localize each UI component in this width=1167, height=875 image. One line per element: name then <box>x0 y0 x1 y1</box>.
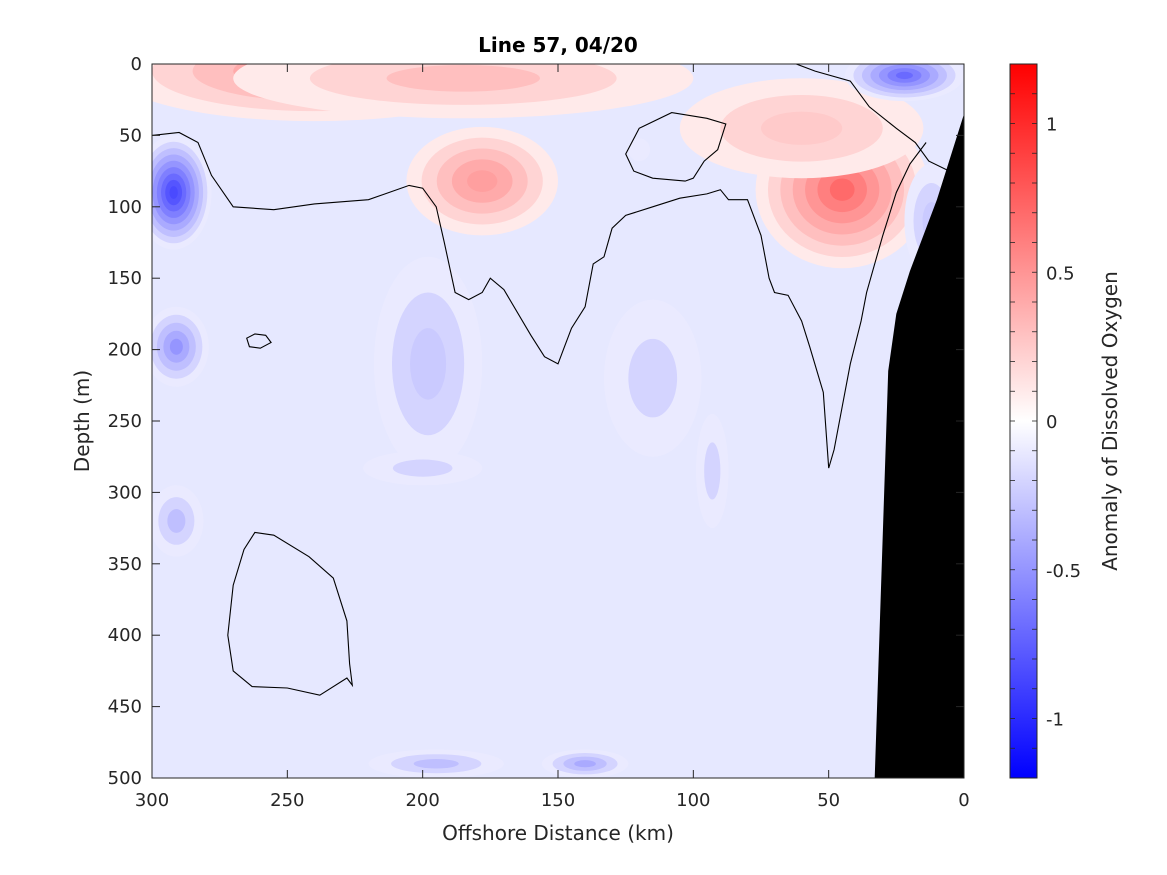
chart-title: Line 57, 04/20 <box>478 33 638 57</box>
anomaly-level-7-5 <box>169 338 183 355</box>
anomaly-level-5-3 <box>761 111 843 145</box>
y-tick-label-300: 300 <box>108 482 142 503</box>
y-tick-label-150: 150 <box>108 268 142 289</box>
bathymetry-fill <box>874 114 964 778</box>
anomaly-feature-13 <box>363 450 483 486</box>
anomaly-level-3-5 <box>467 170 498 192</box>
colorbar-tick-label-0.5: 0.5 <box>1046 263 1075 284</box>
y-tick-label-450: 450 <box>108 697 142 718</box>
colorbar-tick-label--1: -1 <box>1046 710 1064 731</box>
colorbar-label: Anomaly of Dissolved Oxygen <box>1098 271 1122 571</box>
colorbar-frame <box>1009 63 1038 779</box>
colorbar-level-lines <box>1010 93 1037 749</box>
main-zero-contour <box>152 131 927 469</box>
small-closed-zero-contour <box>246 333 272 349</box>
y-tick-label-400: 400 <box>108 625 142 646</box>
x-tick-label-150: 150 <box>541 790 575 811</box>
deep-closed-zero-contour <box>227 531 354 696</box>
anomaly-level-9-7 <box>895 71 913 80</box>
y-tick-label-100: 100 <box>108 197 142 218</box>
anomaly-level-6-9 <box>169 186 178 199</box>
colorbar-tick-label--0.5: -0.5 <box>1046 561 1081 582</box>
anomaly-feature-3 <box>406 126 558 236</box>
y-axis-label: Depth (m) <box>70 370 94 472</box>
anomaly-level-2-3 <box>386 64 540 92</box>
surface-zero-contour <box>796 64 964 179</box>
anomaly-level-8-3 <box>167 509 186 533</box>
anomaly-level-11-1 <box>628 138 651 162</box>
anomaly-level-15-2 <box>704 442 721 500</box>
anomaly-feature-16 <box>541 749 629 778</box>
anomaly-feature-6 <box>152 135 212 250</box>
zero-contours <box>152 64 964 696</box>
colorbar-ticks: -1 -0.5 0 0.5 1 <box>1046 115 1081 731</box>
x-tick-label-100: 100 <box>676 790 710 811</box>
anomaly-feature-9 <box>844 64 964 102</box>
anomaly-level-13-2 <box>392 459 453 477</box>
colorbar-tick-label-0: 0 <box>1046 412 1057 433</box>
colorbar-tick-label-1: 1 <box>1046 115 1057 136</box>
anomaly-feature-8 <box>152 485 204 557</box>
anomaly-feature-17 <box>368 749 504 778</box>
anomaly-feature-12 <box>373 256 483 471</box>
anomaly-feature-2 <box>233 64 694 119</box>
anomaly-level-4-7 <box>829 178 855 201</box>
y-tick-label-250: 250 <box>108 411 142 432</box>
anomaly-level-12-3 <box>410 328 447 400</box>
plot-area: 300 250 200 150 100 50 0 050100150200250300350… <box>108 54 970 811</box>
anomaly-level-17-3 <box>413 758 459 769</box>
x-axis-ticks: 300 250 200 150 100 50 0 <box>135 64 970 811</box>
y-axis-ticks: 0 50 100 150 200 250 300 350 400 450 500 <box>108 54 964 789</box>
anomaly-feature-5 <box>679 78 924 179</box>
anomaly-level-14-2 <box>628 338 678 418</box>
y-tick-label-500: 500 <box>108 768 142 789</box>
anomaly-feature-14 <box>604 299 702 457</box>
x-tick-label-200: 200 <box>405 790 439 811</box>
x-tick-label-0: 0 <box>958 790 969 811</box>
anomaly-feature-11 <box>628 138 651 162</box>
x-tick-label-50: 50 <box>817 790 840 811</box>
closed-zero-contour-near-surface <box>625 112 727 182</box>
anomaly-level-16-4 <box>574 760 596 768</box>
y-tick-label-200: 200 <box>108 340 142 361</box>
x-axis-label: Offshore Distance (km) <box>442 821 674 845</box>
x-tick-label-250: 250 <box>270 790 304 811</box>
y-tick-label-0: 0 <box>131 54 142 75</box>
y-tick-label-50: 50 <box>119 125 142 146</box>
anomaly-feature-7 <box>152 306 209 387</box>
anomaly-feature-15 <box>696 413 729 529</box>
x-tick-label-300: 300 <box>135 790 169 811</box>
y-tick-label-350: 350 <box>108 554 142 575</box>
colorbar: -1 -0.5 0 0.5 1 Anomaly of Dissolved Oxygen <box>1009 63 1122 779</box>
